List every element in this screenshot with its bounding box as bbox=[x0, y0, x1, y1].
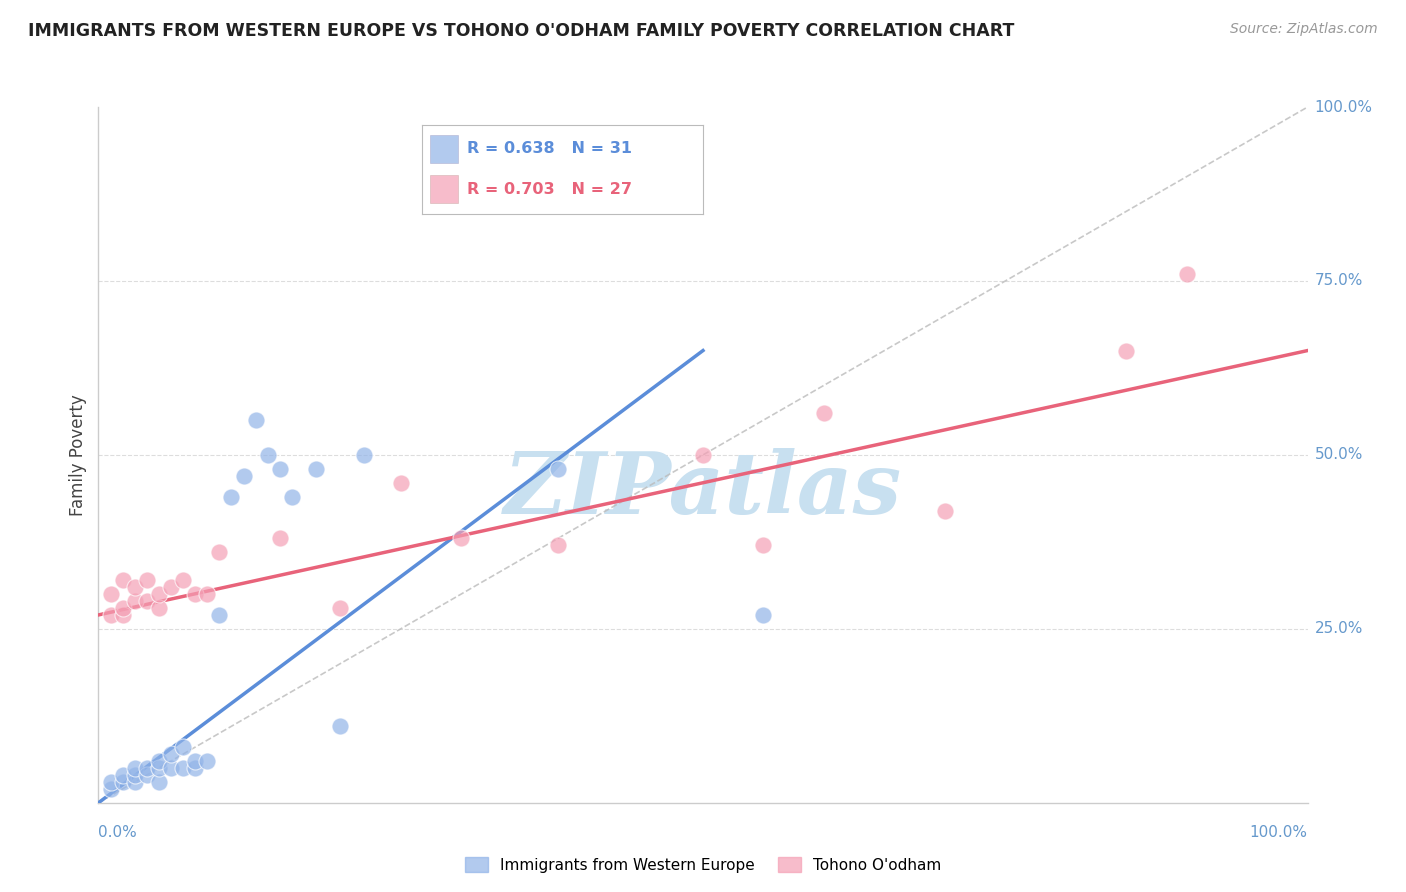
Point bbox=[100, 607, 122, 622]
Point bbox=[148, 754, 170, 768]
Point bbox=[111, 768, 134, 782]
Point bbox=[111, 775, 134, 789]
Point bbox=[208, 545, 231, 559]
Point bbox=[160, 747, 183, 761]
Text: Source: ZipAtlas.com: Source: ZipAtlas.com bbox=[1230, 22, 1378, 37]
Point bbox=[547, 538, 569, 552]
Point bbox=[1115, 343, 1137, 358]
Point bbox=[256, 448, 278, 462]
Point bbox=[232, 468, 254, 483]
Point bbox=[111, 573, 134, 587]
Point bbox=[305, 462, 328, 476]
Point bbox=[329, 719, 352, 733]
Text: 100.0%: 100.0% bbox=[1315, 100, 1372, 114]
Point bbox=[752, 607, 775, 622]
Point bbox=[135, 573, 157, 587]
Point bbox=[135, 761, 157, 775]
Point bbox=[184, 587, 207, 601]
Point bbox=[124, 761, 146, 775]
Point bbox=[135, 768, 157, 782]
Text: 75.0%: 75.0% bbox=[1315, 274, 1362, 288]
Point bbox=[172, 740, 194, 755]
Point bbox=[195, 587, 218, 601]
Point bbox=[148, 775, 170, 789]
Point bbox=[148, 587, 170, 601]
Point bbox=[160, 580, 183, 594]
Point bbox=[281, 490, 304, 504]
Point bbox=[160, 761, 183, 775]
Point bbox=[269, 532, 291, 546]
Y-axis label: Family Poverty: Family Poverty bbox=[69, 394, 87, 516]
Text: 0.0%: 0.0% bbox=[98, 825, 138, 840]
FancyBboxPatch shape bbox=[430, 135, 458, 163]
Point bbox=[124, 775, 146, 789]
Point bbox=[172, 573, 194, 587]
Text: IMMIGRANTS FROM WESTERN EUROPE VS TOHONO O'ODHAM FAMILY POVERTY CORRELATION CHAR: IMMIGRANTS FROM WESTERN EUROPE VS TOHONO… bbox=[28, 22, 1015, 40]
Point bbox=[184, 754, 207, 768]
Point bbox=[148, 601, 170, 615]
Legend: Immigrants from Western Europe, Tohono O'odham: Immigrants from Western Europe, Tohono O… bbox=[458, 850, 948, 879]
Text: ZIPatlas: ZIPatlas bbox=[503, 448, 903, 532]
Point bbox=[124, 768, 146, 782]
FancyBboxPatch shape bbox=[430, 175, 458, 203]
Point bbox=[752, 538, 775, 552]
Point bbox=[1175, 267, 1198, 281]
Point bbox=[195, 754, 218, 768]
Text: 25.0%: 25.0% bbox=[1315, 622, 1362, 636]
Point bbox=[269, 462, 291, 476]
Point bbox=[172, 761, 194, 775]
Point bbox=[221, 490, 243, 504]
Point bbox=[450, 532, 472, 546]
Point bbox=[135, 594, 157, 608]
Point bbox=[329, 601, 352, 615]
Point bbox=[245, 413, 267, 427]
Point bbox=[111, 601, 134, 615]
Point bbox=[353, 448, 375, 462]
Point bbox=[124, 580, 146, 594]
Point bbox=[547, 462, 569, 476]
Point bbox=[100, 781, 122, 796]
Point bbox=[111, 607, 134, 622]
Point bbox=[124, 594, 146, 608]
Point bbox=[692, 448, 714, 462]
Point bbox=[148, 761, 170, 775]
Text: 100.0%: 100.0% bbox=[1250, 825, 1308, 840]
Point bbox=[100, 775, 122, 789]
Point bbox=[184, 761, 207, 775]
Text: 50.0%: 50.0% bbox=[1315, 448, 1362, 462]
Point bbox=[813, 406, 835, 420]
Text: R = 0.638   N = 31: R = 0.638 N = 31 bbox=[467, 142, 631, 156]
Point bbox=[389, 475, 412, 490]
Point bbox=[100, 587, 122, 601]
Point bbox=[934, 503, 956, 517]
Text: R = 0.703   N = 27: R = 0.703 N = 27 bbox=[467, 182, 631, 196]
Point bbox=[208, 607, 231, 622]
